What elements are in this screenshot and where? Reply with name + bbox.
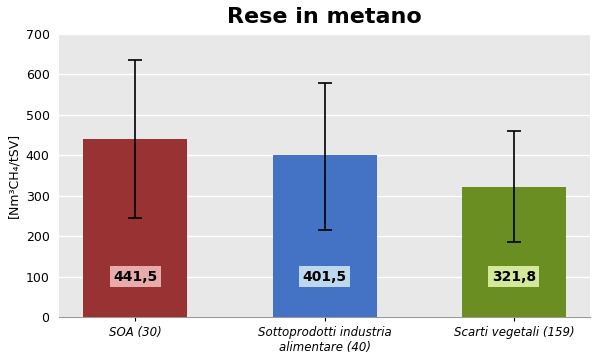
Bar: [84, 139, 187, 317]
Bar: [462, 187, 566, 317]
Y-axis label: [Nm³CH₄/tSV]: [Nm³CH₄/tSV]: [7, 133, 20, 218]
Title: Rese in metano: Rese in metano: [227, 7, 422, 27]
Text: 441,5: 441,5: [113, 270, 158, 284]
Bar: [273, 155, 377, 317]
Text: 401,5: 401,5: [303, 270, 347, 284]
Text: 321,8: 321,8: [492, 270, 536, 284]
